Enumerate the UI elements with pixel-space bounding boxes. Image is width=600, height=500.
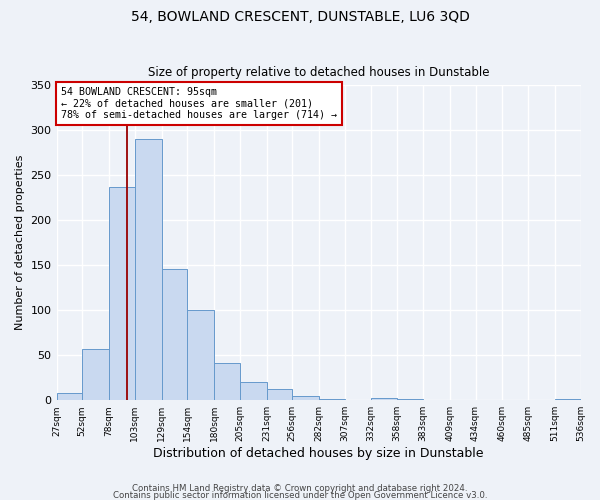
Bar: [135, 139, 161, 400]
Bar: [109, 186, 135, 400]
Bar: [266, 390, 292, 400]
Bar: [56, 393, 82, 400]
Bar: [187, 310, 214, 400]
Title: Size of property relative to detached houses in Dunstable: Size of property relative to detached ho…: [148, 66, 489, 80]
Bar: [82, 349, 109, 400]
Bar: [214, 364, 240, 400]
Bar: [161, 268, 187, 400]
Bar: [371, 398, 397, 400]
X-axis label: Distribution of detached houses by size in Dunstable: Distribution of detached houses by size …: [153, 447, 484, 460]
Bar: [240, 382, 266, 400]
Y-axis label: Number of detached properties: Number of detached properties: [15, 155, 25, 330]
Bar: [292, 396, 319, 400]
Text: 54, BOWLAND CRESCENT, DUNSTABLE, LU6 3QD: 54, BOWLAND CRESCENT, DUNSTABLE, LU6 3QD: [131, 10, 469, 24]
Text: 54 BOWLAND CRESCENT: 95sqm
← 22% of detached houses are smaller (201)
78% of sem: 54 BOWLAND CRESCENT: 95sqm ← 22% of deta…: [61, 86, 337, 120]
Text: Contains HM Land Registry data © Crown copyright and database right 2024.: Contains HM Land Registry data © Crown c…: [132, 484, 468, 493]
Text: Contains public sector information licensed under the Open Government Licence v3: Contains public sector information licen…: [113, 491, 487, 500]
